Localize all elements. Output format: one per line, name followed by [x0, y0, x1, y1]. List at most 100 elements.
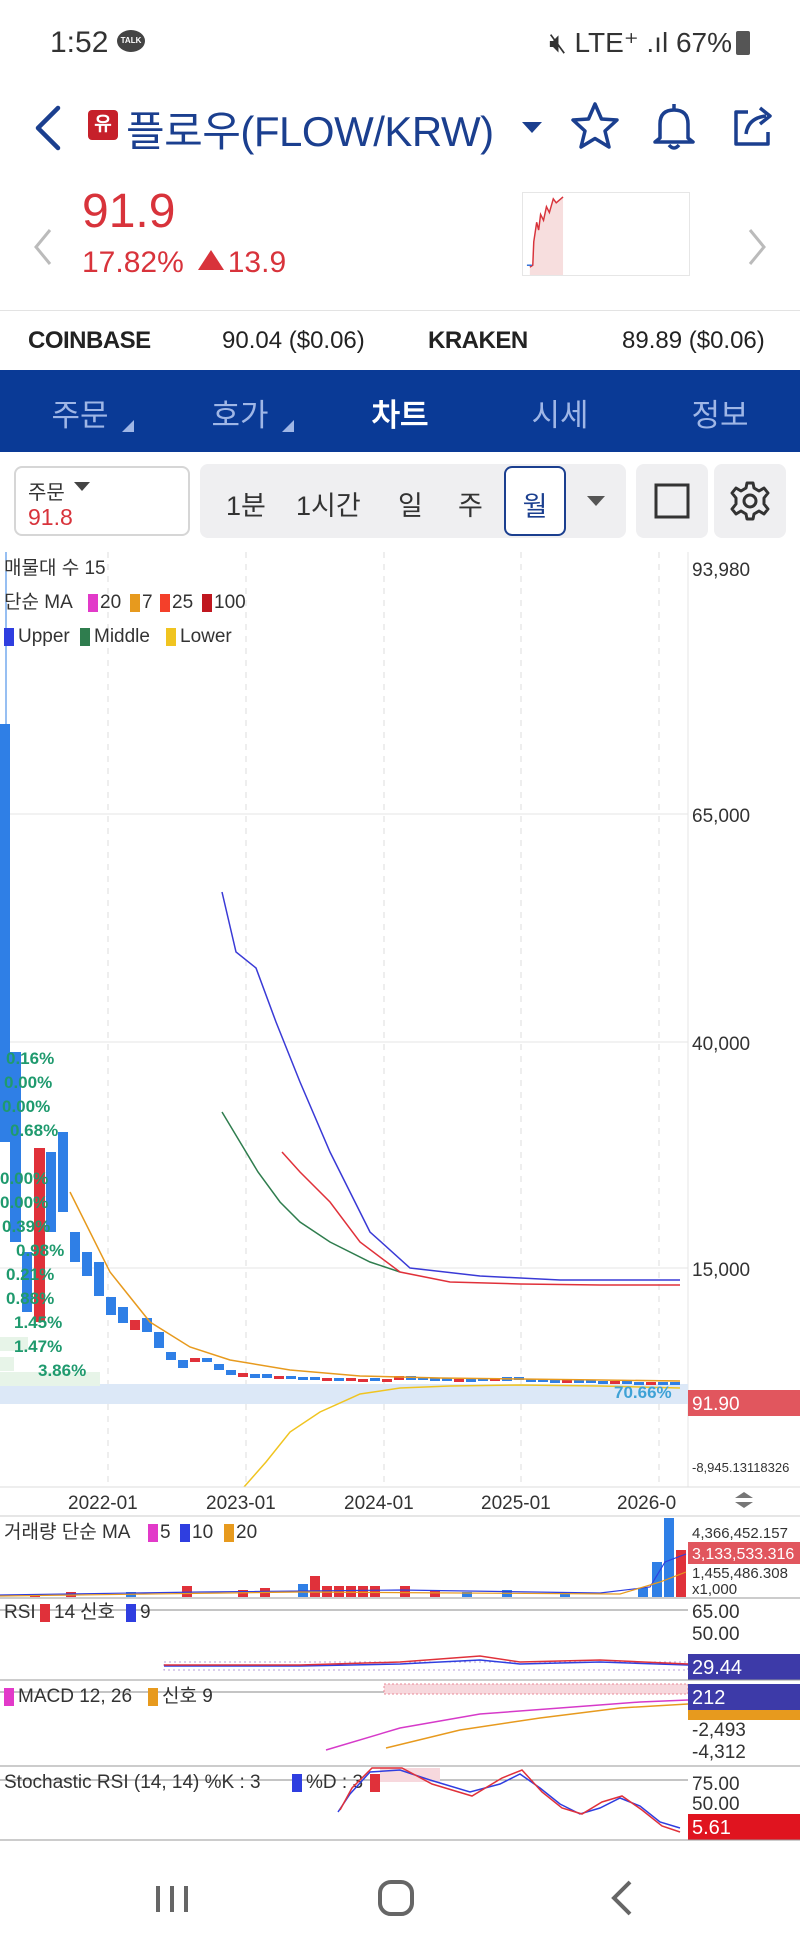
stoch-tag-label: 5.61: [692, 1817, 731, 1839]
stoch-swatch: [292, 1774, 302, 1792]
band-pct-label: 70.66%: [614, 1383, 672, 1402]
back-nav-icon[interactable]: [592, 1870, 652, 1926]
network-indicator: LTE⁺ .ıl: [574, 27, 669, 58]
status-bar: 1:52 TALK 🔇︎ LTE⁺ .ıl 67%: [0, 0, 800, 84]
macd-signal-tag: [688, 1710, 800, 1720]
ma-legend-value: 100: [214, 592, 246, 613]
volume-ma-value: 10: [192, 1522, 213, 1543]
favorite-star-icon[interactable]: [567, 98, 623, 154]
candle: [334, 1378, 344, 1381]
profile-pct-label: 3.86%: [38, 1361, 86, 1380]
alarm-bell-icon[interactable]: [646, 98, 702, 154]
order-dropdown-caret-icon: [74, 482, 90, 491]
candle: [106, 1297, 116, 1315]
ma-25-line: [281, 1151, 680, 1286]
coin-select-caret-icon[interactable]: [522, 122, 542, 133]
band-color-swatch: [4, 628, 14, 646]
candle: [238, 1373, 248, 1377]
macd-signal-label: 신호 9: [162, 1685, 213, 1707]
candle: [142, 1318, 152, 1332]
recent-apps-icon[interactable]: [142, 1870, 202, 1926]
candle: [430, 1378, 440, 1381]
mute-icon: 🔇︎: [549, 27, 575, 58]
bollinger-lower-line: [243, 1384, 681, 1488]
stoch-axis-label: 75.00: [692, 1774, 740, 1795]
volume-ma-swatch: [224, 1524, 234, 1542]
macd-legend: MACD 12, 26: [18, 1686, 132, 1707]
candle: [214, 1364, 224, 1370]
tab-orderbook[interactable]: 호가: [160, 390, 320, 435]
y-axis-label: 40,000: [692, 1034, 750, 1055]
band-legend-upper: Upper: [18, 626, 70, 647]
settings-button[interactable]: [714, 464, 786, 538]
ma-color-swatch: [88, 594, 98, 612]
candle: [526, 1379, 536, 1382]
macd-value-tag: [688, 1684, 800, 1710]
prev-coin-chevron-icon[interactable]: [28, 222, 58, 272]
price-chart-area[interactable]: 0.16% 0.00% 0.00% 0.68% 0.00% 0.00% 0.39…: [0, 552, 800, 1842]
volume-bar: [310, 1576, 320, 1597]
order-label: 주문: [28, 482, 65, 504]
volume-profile-legend: 매물대 수 15: [4, 557, 106, 579]
period-month-selected[interactable]: 월: [504, 466, 566, 536]
price-change: 17.82% 13.9: [82, 246, 286, 280]
current-price-band: [0, 1384, 688, 1404]
volume-bar: [182, 1586, 192, 1597]
volume-axis-label: 1,455,486.308: [692, 1565, 788, 1582]
period-week[interactable]: 주: [458, 491, 483, 521]
order-quick-button[interactable]: 주문 91.8: [14, 466, 190, 536]
candle: [166, 1352, 176, 1360]
profile-pct-label: 0.21%: [6, 1265, 54, 1284]
rsi-signal-label: 신호: [80, 1601, 115, 1623]
chart-canvas[interactable]: 0.16% 0.00% 0.00% 0.68% 0.00% 0.00% 0.39…: [0, 552, 800, 1842]
tab-info[interactable]: 정보: [640, 390, 800, 435]
band-color-swatch: [80, 628, 90, 646]
home-icon[interactable]: [366, 1870, 426, 1926]
tab-chart[interactable]: 차트: [320, 390, 480, 435]
macd-line: [325, 1699, 689, 1751]
rsi-axis-label: 50.00: [692, 1624, 740, 1645]
tab-label: 정보: [691, 398, 749, 433]
exchange-name-coinbase: COINBASE: [28, 327, 151, 354]
candle: [610, 1381, 620, 1384]
coin-header: 유 플로우(FLOW/KRW): [0, 84, 800, 184]
share-icon[interactable]: [726, 98, 782, 154]
period-1hour[interactable]: 1시간: [296, 491, 361, 521]
fullscreen-button[interactable]: [636, 464, 708, 538]
y-axis-min-label: -8,945.13118326: [692, 1460, 789, 1475]
volume-bar: [238, 1590, 248, 1597]
volume-value-tag: [688, 1542, 800, 1564]
volume-ma-swatch: [180, 1524, 190, 1542]
coin-title[interactable]: 플로우(FLOW/KRW): [126, 108, 494, 155]
main-tabs: 주문 호가 차트 시세 정보: [0, 370, 800, 452]
change-amount: 13.9: [227, 246, 287, 279]
rsi-period: 14: [54, 1602, 76, 1623]
rsi-value-tag: [688, 1654, 800, 1680]
candle: [58, 1132, 68, 1212]
period-more-caret-icon[interactable]: [587, 496, 605, 506]
status-time: 1:52: [50, 26, 109, 59]
ma-color-swatch: [130, 594, 140, 612]
current-price: 91.9: [82, 185, 176, 238]
rsi-axis-label: 65.00: [692, 1602, 740, 1623]
tab-order[interactable]: 주문: [0, 390, 160, 435]
period-day[interactable]: 일: [398, 491, 423, 521]
volume-ma-line: [0, 1553, 687, 1596]
volume-bar: [462, 1592, 472, 1597]
period-1min[interactable]: 1분: [226, 491, 266, 521]
tab-market-price[interactable]: 시세: [480, 390, 640, 435]
change-percent: 17.82%: [82, 246, 184, 279]
rsi-swatch: [126, 1604, 136, 1622]
volume-bar: [400, 1586, 410, 1597]
candle: [418, 1377, 428, 1380]
pane-resize-handle-icon[interactable]: [735, 1492, 753, 1508]
ma-20-line: [221, 1111, 401, 1273]
candle: [82, 1252, 92, 1276]
back-arrow-icon[interactable]: [28, 100, 68, 156]
profile-pct-label: 0.16%: [6, 1049, 54, 1068]
candle: [586, 1380, 596, 1383]
profile-pct-label: 0.68%: [10, 1121, 58, 1140]
next-coin-chevron-icon[interactable]: [742, 222, 772, 272]
candle: [574, 1380, 584, 1383]
period-selector: 1분 1시간 일 주 월: [200, 464, 626, 538]
